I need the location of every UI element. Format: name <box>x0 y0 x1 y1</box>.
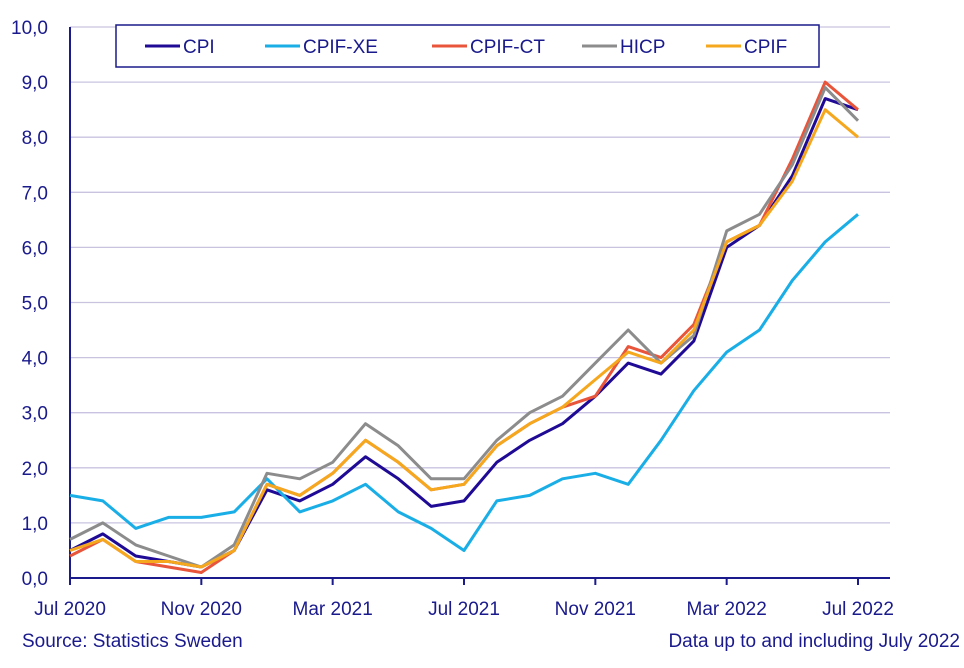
y-tick-label: 10,0 <box>11 18 48 39</box>
axes <box>69 27 890 579</box>
legend-label: CPIF <box>744 37 787 58</box>
x-tick-label: Mar 2021 <box>293 599 373 620</box>
y-tick-label: 8,0 <box>22 128 48 149</box>
y-tick-label: 4,0 <box>22 349 48 370</box>
y-axis-ticks: 0,0 1,0 2,0 3,0 4,0 5,0 6,0 7,0 8,0 9,0 10,0 <box>11 18 48 590</box>
source-note: Source: Statistics Sweden <box>22 631 243 652</box>
series-line-hicp <box>69 86 860 569</box>
legend-box <box>115 24 820 68</box>
series-line-cpi <box>69 97 859 569</box>
series-line-cpif-xe <box>69 213 859 552</box>
x-tick-label: Jul 2020 <box>34 599 106 620</box>
x-tick-label: Nov 2021 <box>555 599 636 620</box>
x-axis-ticks: Jul 2020 Nov 2020 Mar 2021 Jul 2021 Nov 2021… <box>34 578 894 620</box>
series-lines <box>69 80 860 574</box>
legend: CPI CPIF-XE CPIF-CT HICP CPIF <box>115 24 820 68</box>
y-tick-label: 2,0 <box>22 459 48 480</box>
y-tick-label: 1,0 <box>22 514 48 535</box>
gridlines <box>70 26 890 524</box>
legend-label: CPI <box>183 37 215 58</box>
x-tick-label: Nov 2020 <box>161 599 242 620</box>
y-tick-label: 3,0 <box>22 404 48 425</box>
y-tick-label: 0,0 <box>22 569 48 590</box>
legend-label: CPIF-CT <box>470 37 545 58</box>
x-tick-label: Mar 2022 <box>687 599 767 620</box>
y-tick-label: 6,0 <box>22 238 48 259</box>
x-tick-label: Jul 2021 <box>428 599 500 620</box>
series-line-cpif <box>69 108 859 569</box>
legend-label: CPIF-XE <box>303 37 378 58</box>
y-tick-label: 9,0 <box>22 73 48 94</box>
legend-label: HICP <box>620 37 665 58</box>
x-tick-label: Jul 2022 <box>822 599 894 620</box>
y-tick-label: 5,0 <box>22 294 48 315</box>
y-tick-label: 7,0 <box>22 183 48 204</box>
data-note: Data up to and including July 2022 <box>668 631 960 652</box>
